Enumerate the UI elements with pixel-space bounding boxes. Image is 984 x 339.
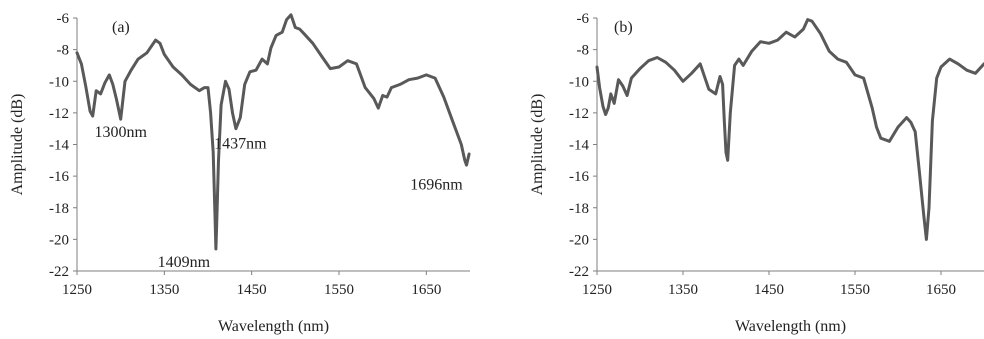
panel-label: (b) bbox=[614, 19, 633, 36]
x-tick-label: 1350 bbox=[668, 282, 698, 298]
x-tick-label: 1450 bbox=[754, 282, 784, 298]
y-tick-label: -14 bbox=[569, 138, 589, 154]
annotation-label: 1437nm bbox=[214, 136, 267, 153]
annotation-label: 1696nm bbox=[410, 176, 463, 193]
y-tick-label: -10 bbox=[569, 74, 589, 90]
y-axis-title: Amplitude (dB) bbox=[9, 94, 26, 196]
annotation-label: 1409nm bbox=[158, 254, 211, 271]
y-tick-label: -14 bbox=[49, 138, 69, 154]
x-tick-label: 1650 bbox=[926, 282, 956, 298]
y-tick-label: -6 bbox=[577, 11, 590, 27]
x-axis-title: Wavelength (nm) bbox=[218, 318, 329, 335]
y-tick-label: -6 bbox=[57, 11, 70, 27]
x-axis-title: Wavelength (nm) bbox=[735, 318, 846, 335]
x-tick-label: 1350 bbox=[149, 282, 179, 298]
y-tick-label: -22 bbox=[49, 264, 69, 280]
panel-label: (a) bbox=[112, 19, 130, 36]
y-tick-label: -16 bbox=[569, 169, 589, 185]
y-tick-label: -20 bbox=[49, 232, 69, 248]
y-tick-label: -20 bbox=[569, 232, 589, 248]
x-tick-label: 1550 bbox=[324, 282, 354, 298]
series-line bbox=[595, 18, 984, 241]
y-tick-label: -12 bbox=[49, 106, 69, 122]
x-tick-label: 1650 bbox=[411, 282, 441, 298]
x-tick-label: 1250 bbox=[62, 282, 92, 298]
x-tick-label: 1450 bbox=[237, 282, 267, 298]
y-axis-title: Amplitude (dB) bbox=[529, 94, 546, 196]
y-tick-label: -22 bbox=[569, 264, 589, 280]
y-tick-label: -12 bbox=[569, 106, 589, 122]
chart-panel-b: -6 -8 -10 -12 -14 -16 -18 -20 -22 1250 1350 1450 155… bbox=[529, 11, 984, 335]
chart-panel-a: -6 -8 -10 -12 -14 -16 -18 -20 -22 1250 1350 1450 155… bbox=[9, 11, 471, 335]
y-tick-label: -8 bbox=[577, 43, 590, 59]
y-tick-label: -18 bbox=[569, 201, 589, 217]
y-tick-label: -18 bbox=[49, 201, 69, 217]
y-tick-label: -16 bbox=[49, 169, 69, 185]
y-tick-label: -8 bbox=[57, 43, 70, 59]
annotation-label: 1300nm bbox=[94, 124, 147, 141]
series-line bbox=[75, 13, 471, 251]
x-tick-label: 1550 bbox=[840, 282, 870, 298]
y-tick-label: -10 bbox=[49, 74, 69, 90]
x-tick-label: 1250 bbox=[582, 282, 612, 298]
